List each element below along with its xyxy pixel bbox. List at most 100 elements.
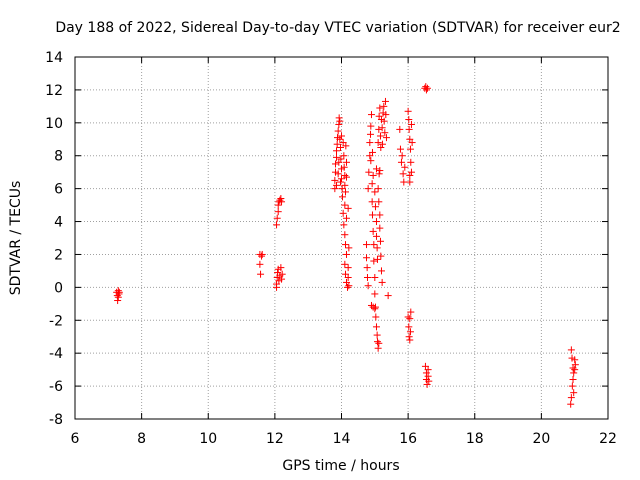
y-tick-label: 2 xyxy=(54,247,63,263)
data-point xyxy=(380,102,388,110)
data-point xyxy=(114,297,122,305)
data-point xyxy=(373,338,381,346)
data-point xyxy=(114,293,122,301)
y-tick-label: 10 xyxy=(45,116,63,132)
data-point xyxy=(371,203,379,211)
data-point xyxy=(376,132,384,140)
data-point xyxy=(368,211,376,219)
data-point xyxy=(274,201,282,209)
data-point xyxy=(340,163,348,171)
data-point xyxy=(342,250,350,258)
data-point xyxy=(373,331,381,339)
data-point xyxy=(377,144,385,151)
data-point xyxy=(342,214,350,222)
y-tick-label: 6 xyxy=(54,182,63,198)
data-point xyxy=(376,167,384,175)
data-point xyxy=(366,130,374,138)
data-point xyxy=(115,288,123,296)
data-point xyxy=(368,148,376,156)
data-point xyxy=(344,204,352,212)
data-point xyxy=(377,252,385,260)
data-point xyxy=(345,282,353,290)
data-point xyxy=(257,270,265,278)
data-point xyxy=(273,221,281,229)
data-point xyxy=(372,165,380,173)
data-point xyxy=(406,171,414,179)
data-point xyxy=(396,125,404,133)
x-tick-label: 10 xyxy=(199,431,217,447)
data-point xyxy=(571,356,579,364)
y-tick-label: 4 xyxy=(54,215,63,231)
data-point xyxy=(375,170,383,178)
data-point xyxy=(337,144,345,151)
data-point xyxy=(570,369,578,377)
data-point xyxy=(407,308,415,316)
y-tick-label: -6 xyxy=(49,379,63,395)
data-point xyxy=(341,201,349,209)
data-point xyxy=(567,394,575,402)
data-point xyxy=(372,218,380,226)
x-tick-label: 14 xyxy=(333,431,351,447)
data-point xyxy=(406,336,414,344)
data-point xyxy=(333,140,341,148)
data-point xyxy=(405,333,413,341)
data-point xyxy=(341,231,349,239)
data-point xyxy=(341,188,349,196)
data-point xyxy=(333,181,341,189)
y-tick-label: 12 xyxy=(45,83,63,99)
x-tick-label: 20 xyxy=(532,431,550,447)
data-point xyxy=(278,270,286,278)
data-point xyxy=(278,198,286,206)
data-points xyxy=(113,83,579,408)
data-point xyxy=(367,122,375,130)
data-point xyxy=(344,273,352,281)
data-point xyxy=(406,328,414,336)
data-point xyxy=(396,145,404,153)
data-point xyxy=(365,168,373,176)
data-point xyxy=(363,273,371,281)
data-point xyxy=(368,180,376,188)
data-point xyxy=(381,129,389,137)
data-point xyxy=(376,237,384,245)
x-tick-label: 6 xyxy=(71,431,80,447)
data-point xyxy=(372,313,380,321)
y-tick-labels: -8 -6 -4 -2 0 2 4 6 8 10 12 14 xyxy=(45,50,63,428)
data-point xyxy=(256,260,264,268)
data-point xyxy=(335,114,343,122)
data-point xyxy=(258,250,266,258)
data-point xyxy=(273,283,281,291)
data-point xyxy=(571,361,579,369)
data-point xyxy=(568,382,576,390)
data-point xyxy=(341,260,349,268)
data-point xyxy=(380,117,388,125)
x-tick-label: 12 xyxy=(266,431,284,447)
data-point xyxy=(367,157,375,165)
data-point xyxy=(378,140,386,148)
data-point xyxy=(423,84,431,92)
data-point xyxy=(342,173,350,181)
data-point xyxy=(367,301,375,309)
data-point xyxy=(567,346,575,354)
data-point xyxy=(276,196,284,204)
data-point xyxy=(374,139,382,147)
data-point xyxy=(405,116,413,124)
data-point xyxy=(364,185,372,193)
data-point xyxy=(378,124,386,132)
data-point xyxy=(369,171,377,179)
axis-ticks xyxy=(74,56,609,420)
data-point xyxy=(371,290,379,298)
data-point xyxy=(371,188,379,196)
data-point xyxy=(341,241,349,249)
data-point xyxy=(400,178,408,186)
data-point xyxy=(367,111,375,119)
y-tick-label: 0 xyxy=(54,280,63,296)
data-point xyxy=(277,264,285,272)
data-point xyxy=(381,97,389,105)
data-point xyxy=(570,389,578,397)
data-point xyxy=(401,163,409,171)
data-point xyxy=(369,303,377,311)
y-tick-label: -4 xyxy=(49,346,63,362)
data-point xyxy=(333,153,341,161)
data-point xyxy=(376,224,384,232)
